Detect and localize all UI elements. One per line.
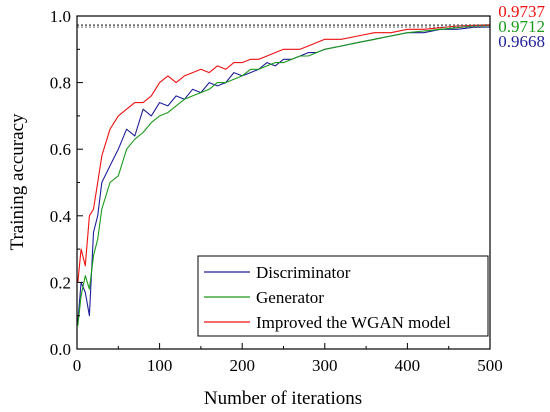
legend-label-2: Generator [256, 288, 324, 307]
legend-box [197, 255, 489, 337]
legend-label-3: Improved the WGAN model [256, 313, 451, 332]
legend-items: Discriminator Generator Improved the WGAN … [204, 263, 451, 332]
y-tick-label: 0.0 [50, 340, 71, 359]
x-tick-label: 0 [73, 356, 82, 375]
final-value-label-1: 0.9668 [498, 32, 545, 51]
y-tick-label: 1.0 [50, 7, 71, 26]
x-tick-label: 500 [477, 356, 503, 375]
final-value-label-3: 0.9737 [498, 2, 545, 21]
y-tick-label: 0.4 [50, 207, 72, 226]
legend: Discriminator Generator Improved the WGAN … [197, 255, 489, 337]
x-axis-ticks: 0 100 200 300 400 500 [73, 343, 503, 375]
x-tick-label: 200 [229, 356, 255, 375]
y-axis-label: Training accuracy [7, 113, 28, 250]
x-tick-label: 300 [312, 356, 338, 375]
y-tick-label: 0.2 [50, 273, 71, 292]
series-line-2 [77, 25, 491, 326]
y-tick-label: 0.8 [50, 74, 71, 93]
y-tick-label: 0.6 [50, 140, 71, 159]
x-tick-label: 400 [395, 356, 421, 375]
x-axis-label: Number of iterations [204, 388, 362, 409]
series-line-3 [77, 24, 491, 283]
x-tick-label: 100 [147, 356, 173, 375]
plot-lines [77, 24, 491, 326]
legend-label-1: Discriminator [256, 263, 351, 282]
reference-lines [77, 24, 490, 28]
y-axis-ticks: 0.0 0.2 0.4 0.6 0.8 1.0 [50, 7, 83, 359]
final-value-label-2: 0.9712 [498, 17, 545, 36]
